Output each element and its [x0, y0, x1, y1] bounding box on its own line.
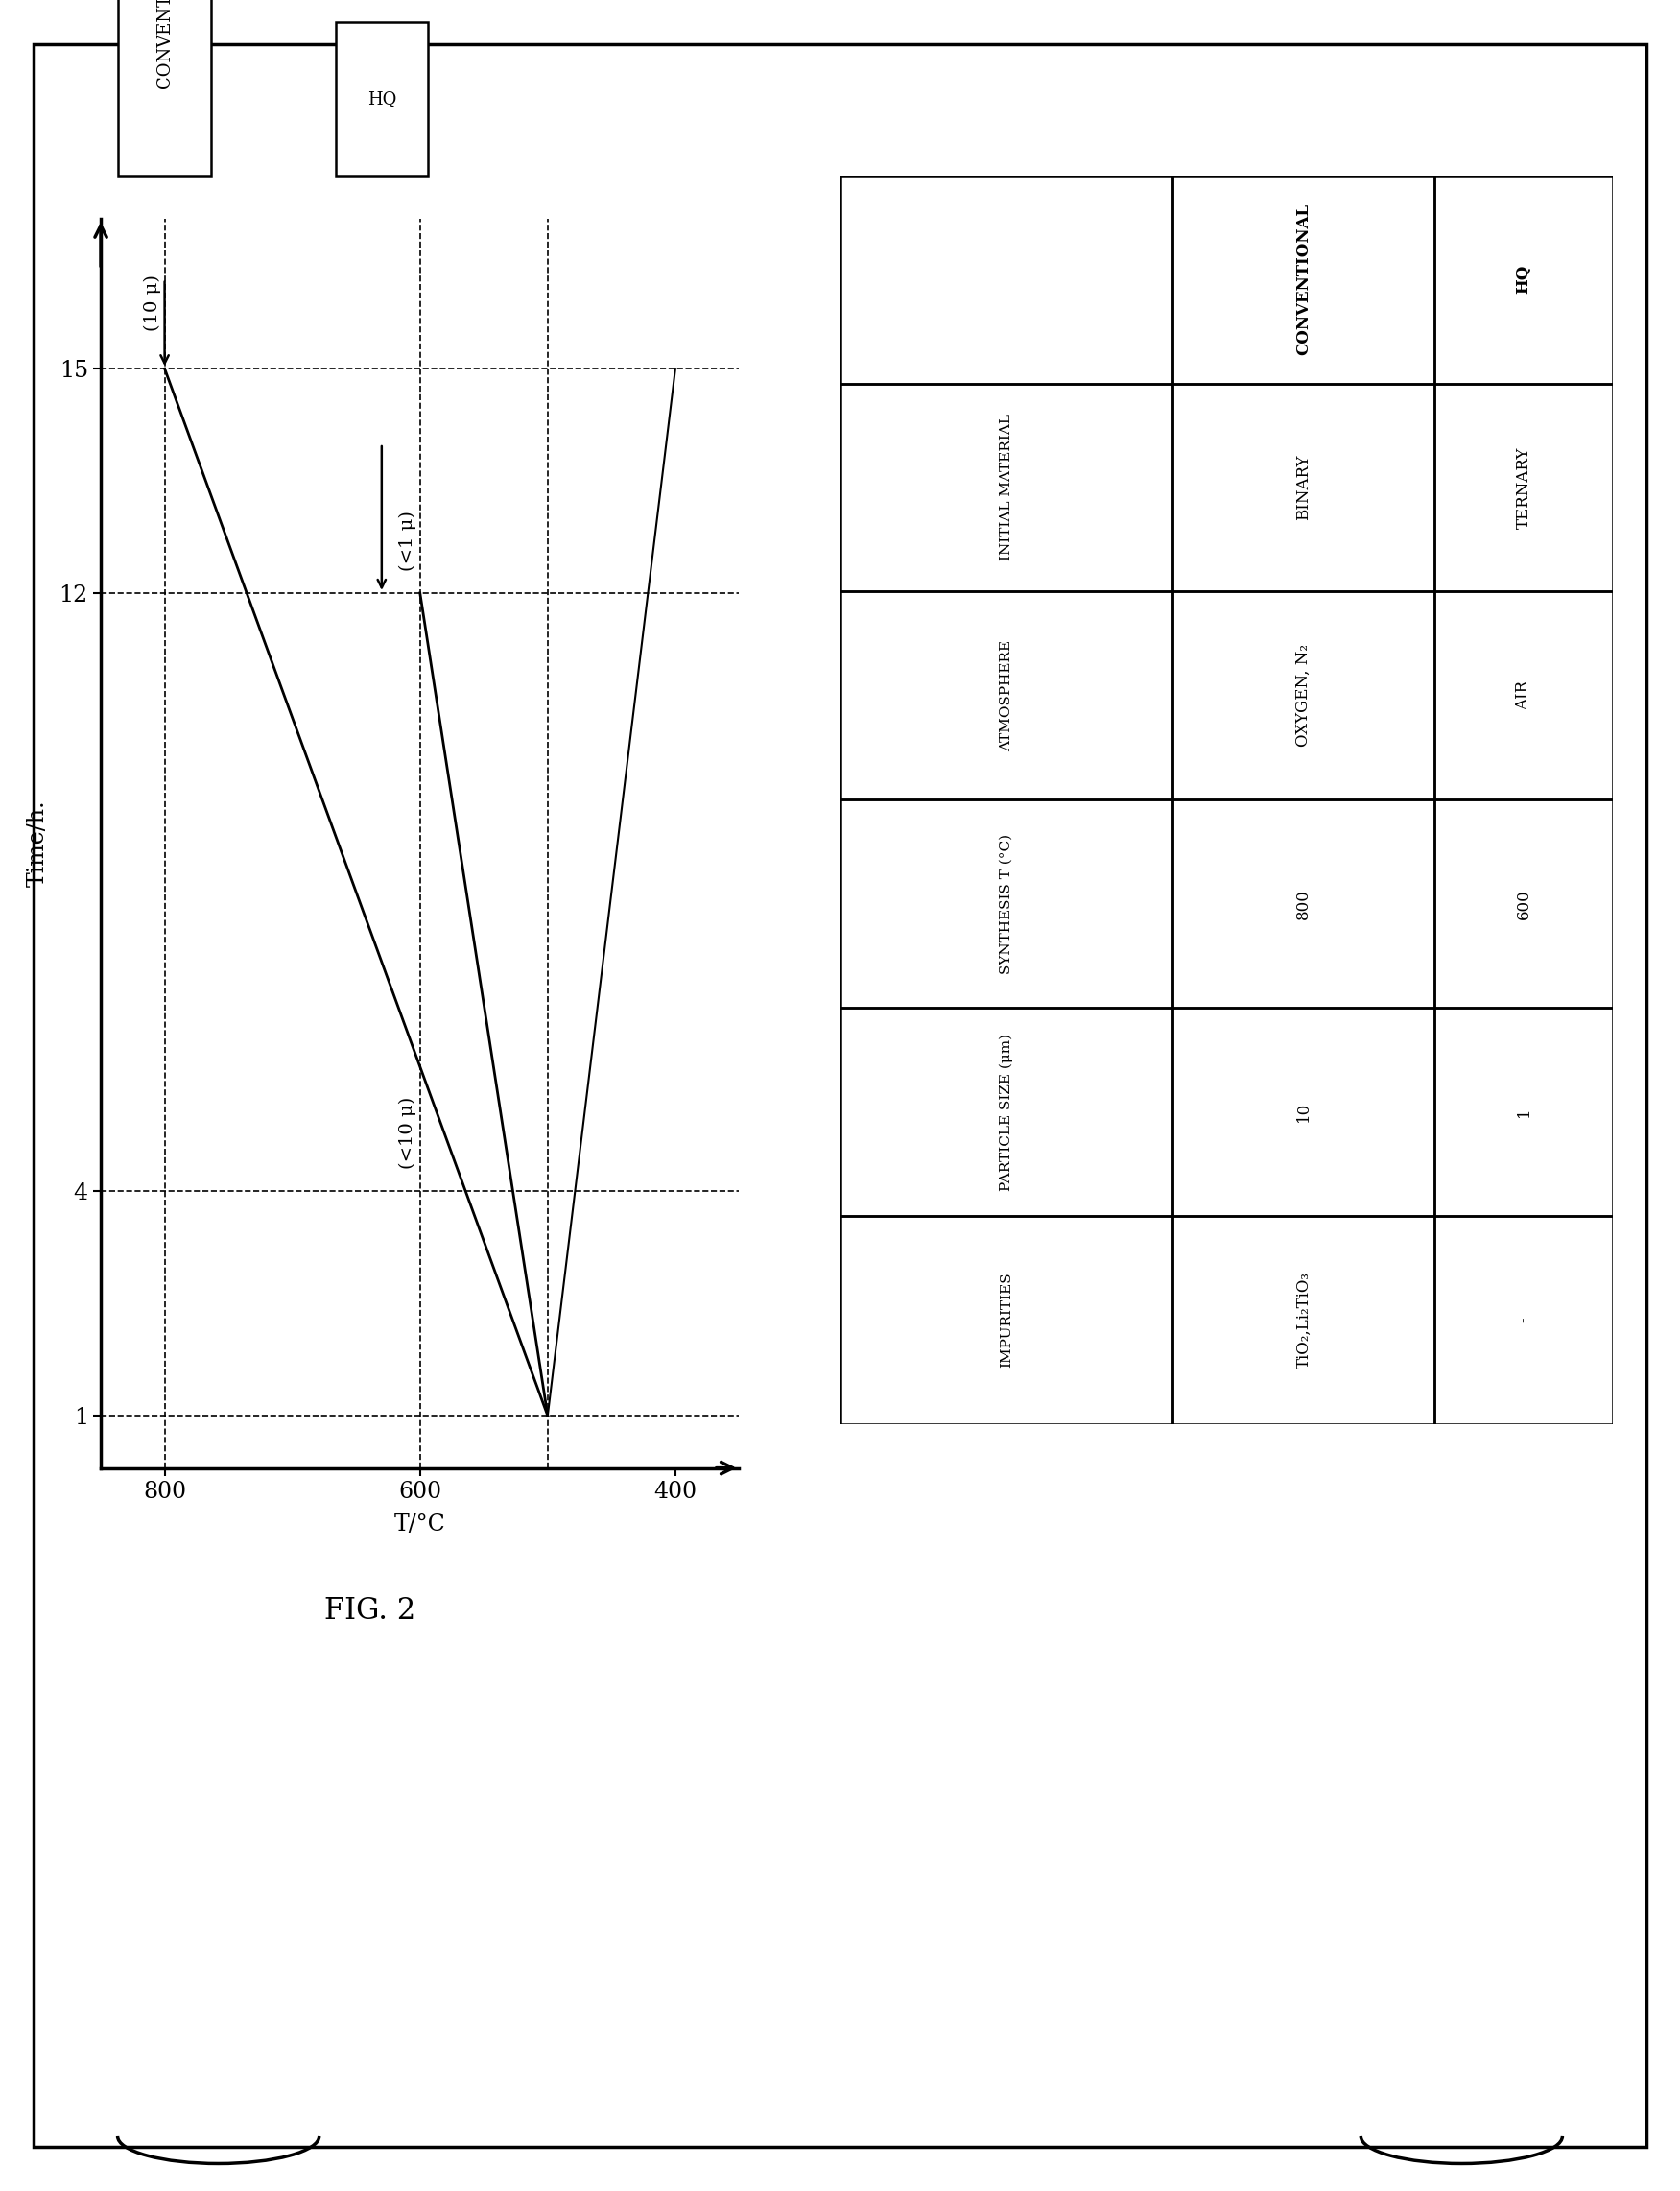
Text: 10: 10 [1295, 1102, 1312, 1122]
Bar [1435, 1008, 1613, 1216]
Bar [840, 592, 1173, 800]
Bar [1435, 175, 1613, 383]
Text: ATMOSPHERE: ATMOSPHERE [1000, 640, 1013, 752]
Text: BINARY: BINARY [1295, 454, 1312, 521]
Text: 600: 600 [1515, 890, 1532, 918]
Bar [1435, 383, 1613, 592]
Bar [1173, 383, 1435, 592]
Text: TERNARY: TERNARY [1515, 447, 1532, 528]
Text: TiO₂,Li₂TiO₃: TiO₂,Li₂TiO₃ [1295, 1271, 1312, 1369]
Text: FIG. 2: FIG. 2 [324, 1595, 415, 1626]
Y-axis label: Time/h.: Time/h. [27, 800, 49, 887]
Bar [1173, 175, 1435, 383]
Text: (<1 μ): (<1 μ) [398, 511, 417, 570]
Bar [1173, 592, 1435, 800]
Bar [840, 383, 1173, 592]
Text: INITIAL MATERIAL: INITIAL MATERIAL [1000, 414, 1013, 561]
Bar [840, 1008, 1173, 1216]
Text: HQ: HQ [368, 90, 396, 107]
Bar [1173, 800, 1435, 1008]
Text: (10 μ): (10 μ) [143, 274, 161, 331]
Bar [1435, 1216, 1613, 1424]
Text: -: - [1515, 1317, 1532, 1323]
Text: CONVENTIONAL: CONVENTIONAL [1295, 204, 1312, 355]
Bar [840, 800, 1173, 1008]
Bar [840, 175, 1173, 383]
Text: HQ: HQ [1515, 265, 1532, 294]
Bar [1435, 592, 1613, 800]
Bar [1435, 800, 1613, 1008]
Text: IMPURITIES: IMPURITIES [1000, 1273, 1013, 1367]
Bar [1173, 1008, 1435, 1216]
Text: OXYGEN, N₂: OXYGEN, N₂ [1295, 644, 1312, 747]
Text: CONVENTIONAL: CONVENTIONAL [156, 0, 173, 88]
Text: SYNTHESIS T (°C): SYNTHESIS T (°C) [1000, 833, 1013, 975]
Text: (<10 μ): (<10 μ) [398, 1098, 417, 1168]
Text: AIR: AIR [1515, 681, 1532, 710]
Text: 1: 1 [1515, 1106, 1532, 1117]
Bar [1173, 1216, 1435, 1424]
X-axis label: T/°C: T/°C [395, 1514, 445, 1536]
Text: 800: 800 [1295, 890, 1312, 918]
Text: PARTICLE SIZE (μm): PARTICLE SIZE (μm) [1000, 1034, 1013, 1190]
Bar [840, 1216, 1173, 1424]
